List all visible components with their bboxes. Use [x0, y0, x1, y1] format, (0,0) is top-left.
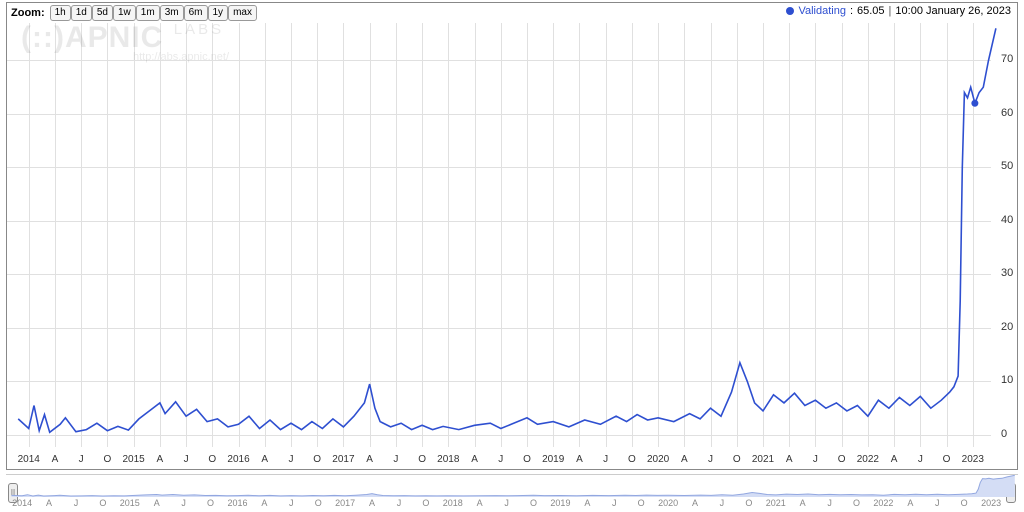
mini-x-label-minor: O	[961, 498, 968, 508]
zoom-button-5d[interactable]: 5d	[92, 5, 113, 21]
legend-separator: |	[889, 5, 892, 17]
mini-x-label-minor: J	[397, 498, 402, 508]
legend-timestamp: 10:00 January 26, 2023	[895, 5, 1011, 17]
range-selector-panel[interactable]: || || 2014AJO2015AJO2016AJO2017AJO2018AJ…	[6, 474, 1018, 510]
zoom-button-1y[interactable]: 1y	[208, 5, 229, 21]
mini-x-label-minor: A	[154, 498, 160, 508]
zoom-button-1w[interactable]: 1w	[113, 5, 136, 21]
zoom-button-1m[interactable]: 1m	[136, 5, 160, 21]
mini-x-label: 2022	[873, 498, 893, 508]
mini-x-label: 2020	[658, 498, 678, 508]
mini-x-label-minor: O	[638, 498, 645, 508]
mini-x-label-minor: J	[720, 498, 725, 508]
mini-x-label-minor: O	[422, 498, 429, 508]
legend-dot-icon	[786, 7, 794, 15]
mini-x-label-minor: A	[261, 498, 267, 508]
mini-x-label-minor: J	[74, 498, 79, 508]
chart-svg	[7, 3, 1019, 471]
mini-x-label-minor: O	[99, 498, 106, 508]
mini-x-label: 2014	[12, 498, 32, 508]
mini-x-label-minor: O	[745, 498, 752, 508]
mini-x-label-minor: O	[207, 498, 214, 508]
mini-x-label: 2018	[443, 498, 463, 508]
series-value: 65.05	[857, 5, 885, 17]
legend-colon: :	[850, 5, 853, 17]
mini-x-label-minor: A	[907, 498, 913, 508]
mini-x-label-minor: A	[369, 498, 375, 508]
series-marker	[971, 100, 978, 107]
mini-x-label: 2019	[550, 498, 570, 508]
main-chart-panel: Zoom: 1h1d5d1w1m3m6m1ymax Validating : 6…	[6, 2, 1018, 470]
mini-x-label-minor: J	[289, 498, 294, 508]
series-line	[18, 28, 996, 432]
zoom-button-3m[interactable]: 3m	[160, 5, 184, 21]
zoom-button-6m[interactable]: 6m	[184, 5, 208, 21]
mini-x-label-minor: A	[477, 498, 483, 508]
mini-x-label: 2023	[981, 498, 1001, 508]
chart-legend: Validating : 65.05 | 10:00 January 26, 2…	[786, 5, 1011, 17]
mini-x-label-minor: A	[692, 498, 698, 508]
mini-x-label: 2017	[335, 498, 355, 508]
zoom-toolbar: Zoom: 1h1d5d1w1m3m6m1ymax	[11, 5, 257, 21]
zoom-button-1d[interactable]: 1d	[71, 5, 92, 21]
zoom-button-1h[interactable]: 1h	[50, 5, 71, 21]
mini-x-label-minor: J	[827, 498, 832, 508]
mini-x-label: 2015	[120, 498, 140, 508]
mini-x-label-minor: A	[46, 498, 52, 508]
zoom-label: Zoom:	[11, 7, 45, 19]
mini-x-label-minor: O	[530, 498, 537, 508]
mini-x-label-minor: O	[853, 498, 860, 508]
mini-x-label-minor: J	[504, 498, 509, 508]
zoom-button-max[interactable]: max	[228, 5, 257, 21]
mini-x-label-minor: J	[612, 498, 617, 508]
mini-x-label-minor: J	[935, 498, 940, 508]
mini-x-label-minor: J	[181, 498, 186, 508]
series-name: Validating	[798, 5, 846, 17]
mini-x-label-minor: O	[315, 498, 322, 508]
mini-x-label-minor: A	[584, 498, 590, 508]
plot-area[interactable]: 0102030405060702014AJO2015AJO2016AJO2017…	[7, 3, 1017, 469]
mini-x-label: 2016	[227, 498, 247, 508]
mini-x-label-minor: A	[800, 498, 806, 508]
mini-x-label: 2021	[766, 498, 786, 508]
